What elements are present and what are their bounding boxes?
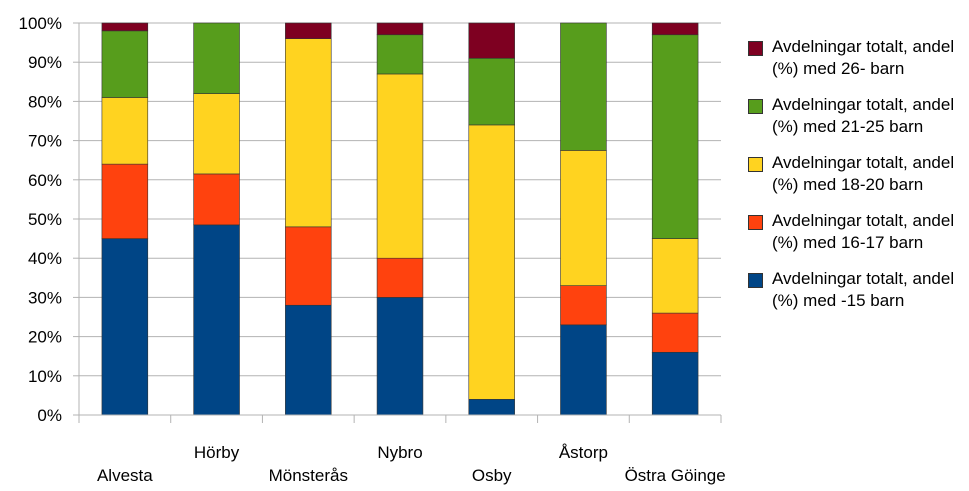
legend-label: Avdelningar totalt, andel (%) med 21-25 … <box>772 95 955 136</box>
chart-legend: Avdelningar totalt, andel (%) med 26- ba… <box>748 36 968 326</box>
bar-segment <box>285 304 332 416</box>
y-tick-label: 20% <box>28 328 62 347</box>
bar-segment <box>193 224 240 416</box>
y-tick-label: 100% <box>19 14 62 33</box>
bar-segment <box>468 399 515 416</box>
y-tick-label: 0% <box>37 406 62 425</box>
x-tick-label: Hörby <box>194 443 240 462</box>
y-tick-label: 70% <box>28 132 62 151</box>
bar-segment <box>651 238 699 314</box>
legend-swatch <box>748 215 763 230</box>
legend-item-21-25-barn: Avdelningar totalt, andel (%) med 21-25 … <box>748 94 968 138</box>
bar-segment <box>101 238 149 416</box>
bar-segment <box>101 163 149 239</box>
x-tick-label: Osby <box>472 466 512 485</box>
bar-segment <box>376 257 424 298</box>
legend-swatch <box>748 99 763 114</box>
bar-segment <box>285 38 332 228</box>
y-tick-label: 60% <box>28 171 62 190</box>
bar-segment <box>193 22 240 94</box>
bar-segment <box>468 57 515 126</box>
legend-label: Avdelningar totalt, andel (%) med 16-17 … <box>772 211 955 252</box>
legend-item-26-barn: Avdelningar totalt, andel (%) med 26- ba… <box>748 36 968 80</box>
legend-item-16-17-barn: Avdelningar totalt, andel (%) med 16-17 … <box>748 210 968 254</box>
y-tick-label: 40% <box>28 249 62 268</box>
bar-segment <box>560 22 607 151</box>
y-tick-label: 80% <box>28 92 62 111</box>
bar-segment <box>651 351 699 416</box>
bar-segment <box>560 324 607 416</box>
bar-segment <box>560 285 607 326</box>
bar-segment <box>376 297 424 416</box>
y-tick-label: 90% <box>28 53 62 72</box>
y-tick-label: 10% <box>28 367 62 386</box>
legend-item-18-20-barn: Avdelningar totalt, andel (%) med 18-20 … <box>748 152 968 196</box>
bar-segment <box>193 173 240 226</box>
x-tick-label: Nybro <box>377 443 422 462</box>
bar-segment <box>101 22 149 32</box>
x-tick-label: Mönsterås <box>269 466 348 485</box>
bar-segment <box>468 22 515 59</box>
legend-swatch <box>748 157 763 172</box>
bar-segment <box>376 22 424 36</box>
y-tick-label: 50% <box>28 210 62 229</box>
bar-segment <box>285 226 332 306</box>
bar-segment <box>468 124 515 400</box>
legend-label: Avdelningar totalt, andel (%) med -15 ba… <box>772 269 955 310</box>
bar-segment <box>651 312 699 353</box>
bar-segment <box>376 34 424 75</box>
bar-segment <box>376 73 424 259</box>
bar-segment <box>193 93 240 175</box>
x-tick-label: Åstorp <box>559 443 608 462</box>
bar-segment <box>101 97 149 165</box>
bar-segment <box>560 150 607 286</box>
legend-swatch <box>748 41 763 56</box>
bar-segment <box>285 22 332 39</box>
bar-segment <box>651 22 699 36</box>
legend-swatch <box>748 273 763 288</box>
legend-label: Avdelningar totalt, andel (%) med 26- ba… <box>772 37 955 78</box>
x-tick-label: Alvesta <box>97 466 153 485</box>
legend-label: Avdelningar totalt, andel (%) med 18-20 … <box>772 153 955 194</box>
bar-segment <box>651 34 699 239</box>
bar-segment <box>101 30 149 98</box>
legend-item-15-barn: Avdelningar totalt, andel (%) med -15 ba… <box>748 268 968 312</box>
y-tick-label: 30% <box>28 288 62 307</box>
x-tick-label: Östra Göinge <box>625 466 726 485</box>
